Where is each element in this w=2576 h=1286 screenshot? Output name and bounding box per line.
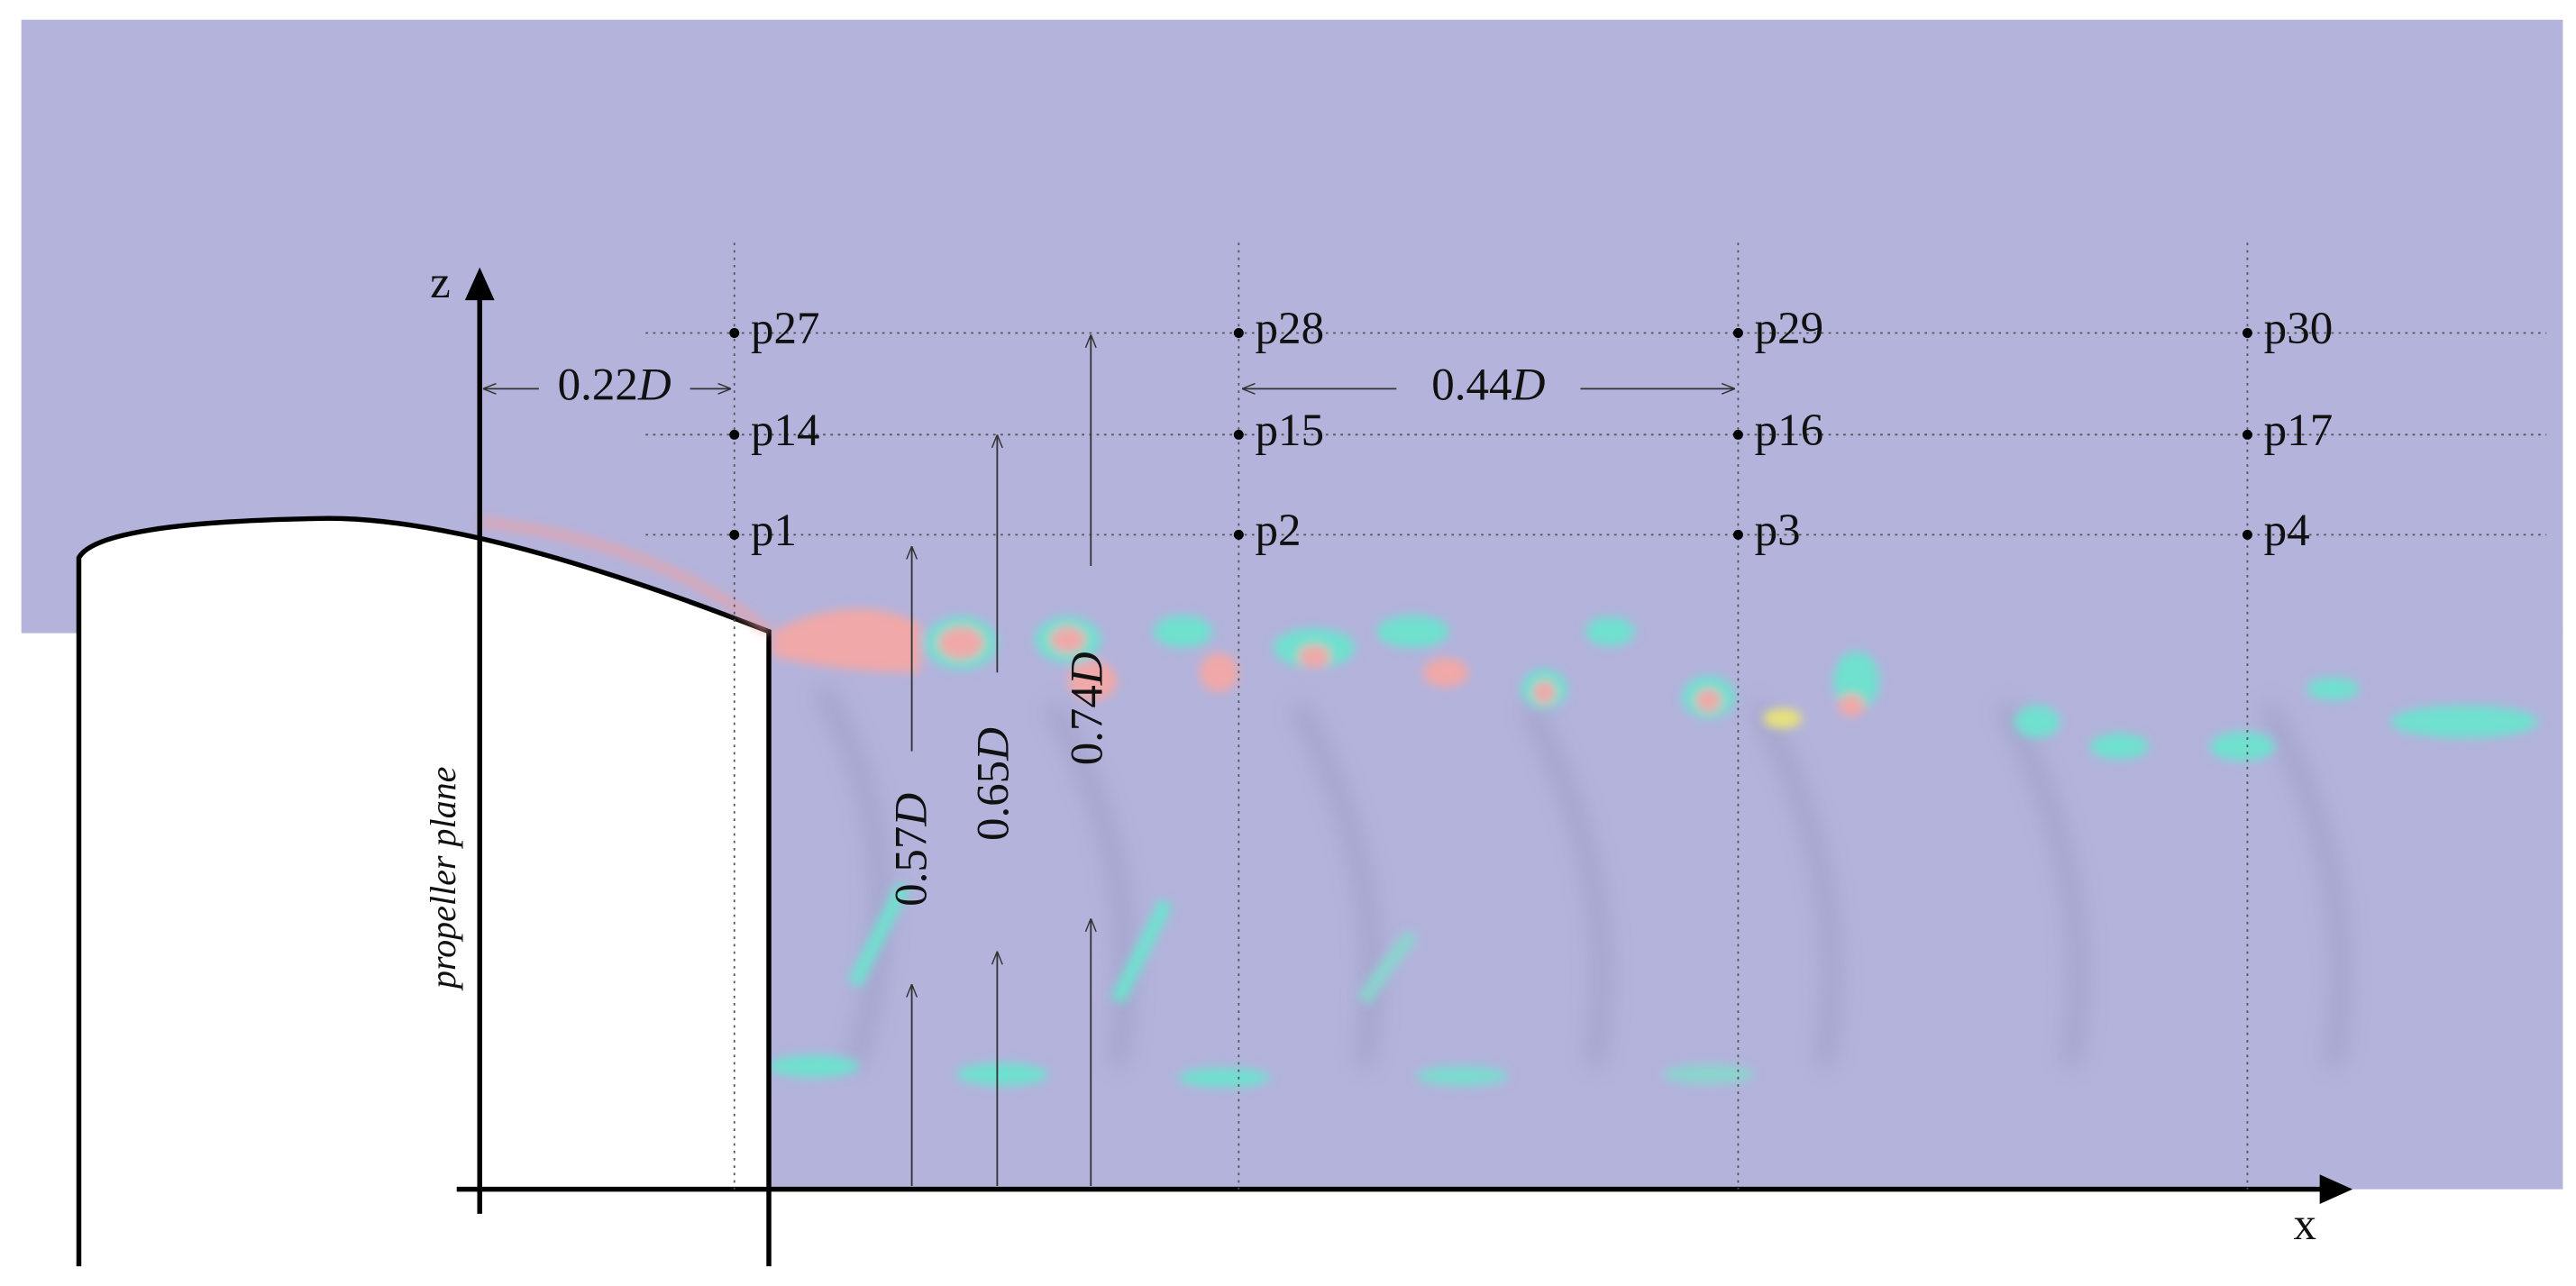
dimension-label: 0.57D bbox=[886, 793, 936, 907]
nacelle-body bbox=[76, 515, 772, 1267]
propeller-label: propeller plane bbox=[423, 767, 463, 991]
tip-vortex-arcs bbox=[814, 684, 2350, 1069]
probe-point bbox=[729, 529, 740, 540]
flow-field bbox=[769, 629, 2563, 1190]
probe-label: p28 bbox=[1256, 304, 1325, 354]
probe-point bbox=[1233, 529, 1244, 540]
probe-label: p3 bbox=[1755, 506, 1801, 556]
probe-point bbox=[1233, 429, 1244, 440]
probe-label: p4 bbox=[2264, 506, 2310, 556]
probe-point bbox=[2242, 429, 2252, 440]
probe-label: p27 bbox=[751, 304, 820, 354]
wake-structures bbox=[767, 608, 2539, 1088]
probe-grid: p27 p28 p29 p30 p14 p15 p16 p17 p1 p2 p3 p4 bbox=[645, 242, 2547, 1190]
probe-point bbox=[1732, 328, 1743, 338]
probe-point bbox=[1732, 529, 1743, 540]
probe-point bbox=[1732, 429, 1743, 440]
probe-label: p2 bbox=[1256, 506, 1302, 556]
z-axis-label: z bbox=[430, 258, 451, 308]
probe-label: p29 bbox=[1755, 304, 1824, 354]
boundary-layer bbox=[479, 517, 772, 635]
dimension-label: 0.44D bbox=[1431, 360, 1545, 410]
x-axis-label: x bbox=[2293, 1199, 2316, 1250]
probe-label: p1 bbox=[751, 506, 797, 556]
probe-point bbox=[729, 328, 740, 338]
probe-point bbox=[2242, 328, 2252, 338]
probe-label: p14 bbox=[751, 406, 820, 456]
probe-label: p16 bbox=[1755, 406, 1824, 456]
dimension-label: 0.22D bbox=[558, 360, 671, 410]
probe-label: p15 bbox=[1256, 406, 1325, 456]
probe-label: p30 bbox=[2264, 304, 2334, 354]
probe-point bbox=[729, 429, 740, 440]
probe-label: p17 bbox=[2264, 406, 2334, 456]
probe-point bbox=[1233, 328, 1244, 338]
x-arrow bbox=[2319, 1174, 2353, 1204]
probe-point bbox=[2242, 529, 2252, 540]
z-arrow bbox=[464, 267, 495, 301]
dimension-label: 0.65D bbox=[968, 727, 1019, 841]
dimension-label: 0.74D bbox=[1062, 652, 1112, 765]
